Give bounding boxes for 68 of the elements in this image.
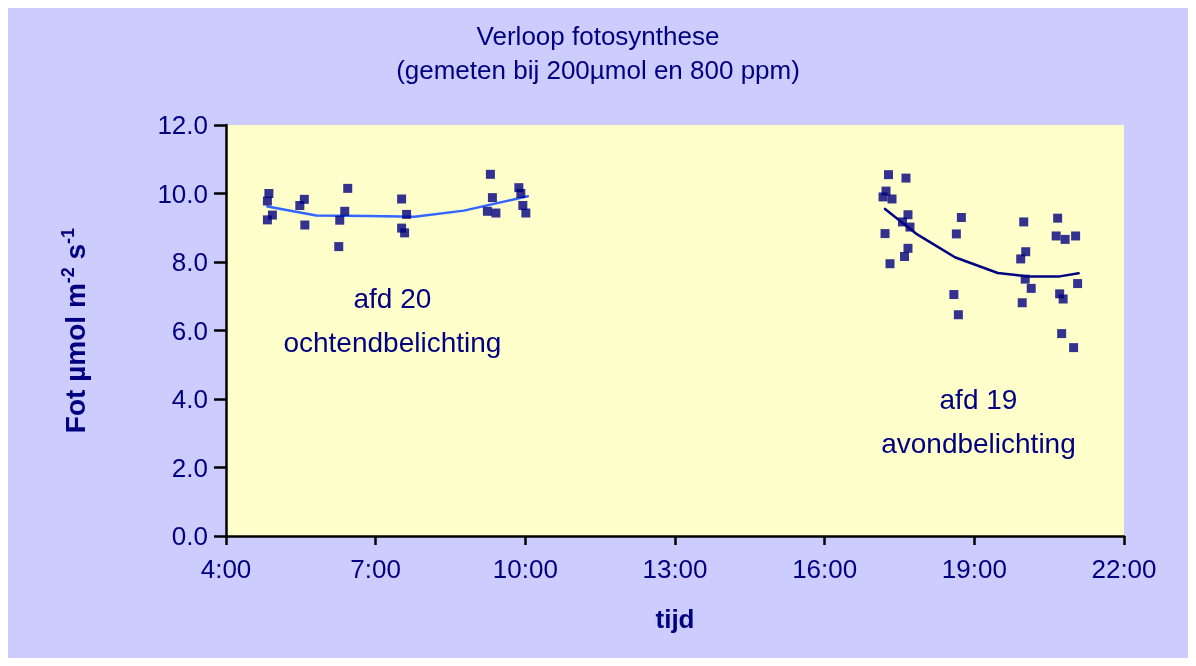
- point: [899, 252, 909, 262]
- point: [1058, 294, 1068, 304]
- point: [901, 173, 911, 183]
- point: [518, 200, 528, 210]
- point: [880, 229, 890, 239]
- y-tick-label: 4.0: [171, 384, 208, 414]
- point: [334, 242, 344, 252]
- y-tick-label: 8.0: [171, 247, 208, 277]
- point: [1019, 217, 1029, 227]
- x-tick-label: 19:00: [941, 554, 1007, 584]
- point: [521, 208, 531, 218]
- x-tick-label: 22:00: [1091, 554, 1157, 584]
- point: [903, 243, 913, 253]
- annotation: afd 19 avondbelichting: [881, 384, 1076, 460]
- point: [516, 189, 526, 198]
- x-tick-label: 16:00: [792, 554, 858, 584]
- point: [1021, 247, 1031, 257]
- point: [1057, 329, 1067, 339]
- y-axis-title: Fot µmol m-2 s-1: [58, 227, 91, 434]
- point: [1073, 279, 1083, 289]
- x-tick-label: 13:00: [642, 554, 708, 584]
- point: [487, 193, 497, 203]
- chart-title: Verloop fotosynthese: [476, 21, 720, 51]
- point: [485, 169, 495, 179]
- point: [884, 170, 894, 180]
- point: [951, 229, 961, 239]
- point: [956, 212, 966, 222]
- x-tick-label: 4:00: [200, 554, 252, 584]
- point: [903, 210, 913, 220]
- point: [949, 290, 959, 300]
- point: [402, 209, 412, 219]
- chart-subtitle: (gemeten bij 200µmol en 800 ppm): [396, 55, 800, 85]
- x-tick-label: 10:00: [492, 554, 558, 584]
- point: [340, 206, 350, 216]
- point: [400, 228, 410, 238]
- point: [1020, 274, 1030, 284]
- point: [1017, 298, 1027, 308]
- point: [267, 210, 277, 220]
- point: [1069, 343, 1079, 353]
- point: [264, 189, 274, 198]
- point: [1053, 213, 1063, 223]
- x-tick-label: 7:00: [350, 554, 401, 584]
- y-tick-label: 2.0: [171, 452, 208, 483]
- point: [897, 217, 907, 227]
- point: [300, 220, 310, 230]
- point: [905, 222, 915, 232]
- point: [887, 194, 897, 204]
- point: [1016, 254, 1026, 264]
- point: [1060, 234, 1070, 244]
- point: [1051, 231, 1061, 241]
- point: [335, 215, 345, 225]
- y-tick-label: 0.0: [171, 521, 208, 551]
- annotation: afd 20 ochtendbelichting: [283, 283, 502, 359]
- point: [1026, 283, 1036, 293]
- point: [295, 200, 305, 210]
- point: [878, 192, 888, 202]
- point: [491, 208, 501, 218]
- y-tick-label: 10.0: [157, 178, 208, 209]
- y-tick-label: 6.0: [171, 315, 208, 346]
- x-axis-title: tijd: [655, 604, 695, 634]
- point: [953, 310, 963, 320]
- point: [397, 194, 407, 204]
- point: [885, 259, 895, 269]
- point: [1071, 231, 1081, 241]
- point: [262, 196, 272, 206]
- y-tick-label: 12.0: [157, 110, 208, 140]
- point: [343, 183, 353, 193]
- point: [482, 206, 492, 216]
